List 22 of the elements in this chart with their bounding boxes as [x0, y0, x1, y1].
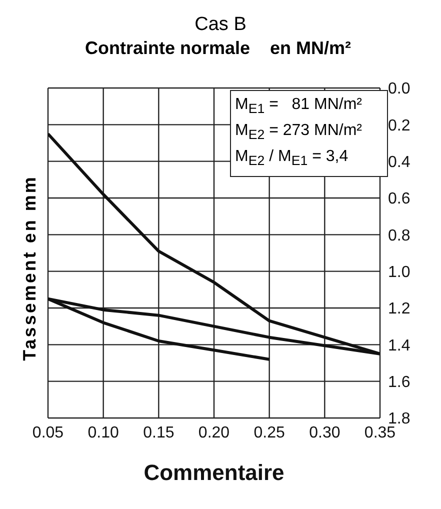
y-tick-label: 0.2	[388, 117, 410, 134]
x-tick-label: 0.10	[88, 424, 120, 442]
annotation: M$_{E1}$ = 81 MN/m²	[235, 95, 363, 118]
x-tick-label: 0.30	[309, 424, 340, 442]
x-tick-label: 0.05	[32, 424, 64, 442]
y-tick-label: 1.2	[388, 300, 410, 318]
y-tick-label: 1.6	[388, 374, 410, 392]
y-tick-label: 0.0	[388, 80, 410, 98]
chart-title: Cas B	[194, 14, 248, 36]
x-tick-label: 0.20	[198, 424, 230, 442]
y-tick-label: 1.4	[388, 337, 410, 354]
x-tick-label: 0.15	[143, 424, 174, 442]
x-tick-label: 0.25	[254, 424, 286, 442]
chart-subtitle: Contrainte normale en MN/m²	[84, 38, 352, 59]
x-axis-title: Commentaire	[144, 460, 284, 485]
y-tick-label: 0.4	[388, 154, 410, 172]
annotation: M$_{E2}$ = 273 MN/m²	[235, 121, 363, 144]
annotation: M$_{E2}$ / M$_{E1}$ = 3,4	[235, 147, 350, 171]
y-tick-label: 1.0	[388, 264, 410, 282]
y-tick-label: 0.8	[388, 227, 410, 244]
y-tick-label: 0.6	[388, 190, 410, 208]
y-axis-title: Tassement en mm	[20, 175, 40, 361]
